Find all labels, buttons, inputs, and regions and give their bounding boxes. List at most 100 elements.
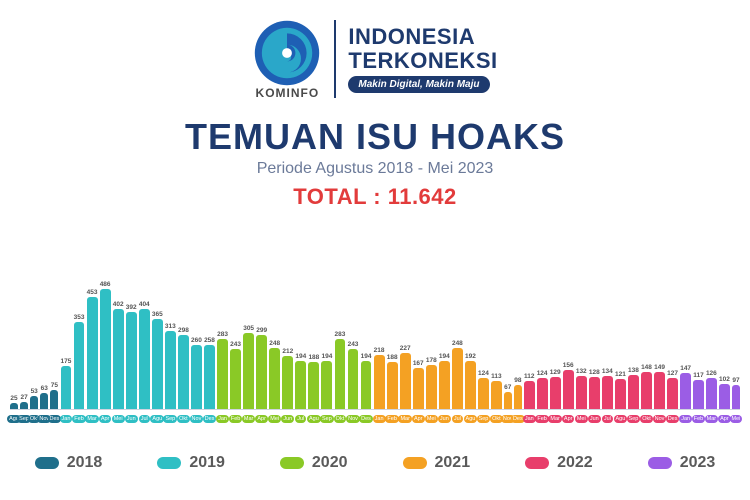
bar-month-label: Mar	[705, 415, 718, 423]
bar-wrap: 128Jun	[589, 240, 600, 409]
header-divider	[334, 20, 336, 98]
bar-month-label: Mei	[112, 415, 125, 423]
total-value: 11.642	[388, 184, 457, 209]
bar-wrap: 53Okt	[30, 240, 38, 409]
bar-value-label: 178	[426, 357, 437, 364]
header: KOMINFO INDONESIA TERKONEKSI Makin Digit…	[0, 0, 750, 106]
bar-wrap: 298Okt	[178, 240, 189, 409]
bar-wrap: 117Feb	[693, 240, 704, 409]
bar-month-label: Feb	[535, 415, 548, 423]
bar-value-label: 138	[628, 367, 639, 374]
bar	[321, 361, 332, 409]
bar	[30, 396, 38, 409]
legend-color-pill	[403, 457, 427, 469]
legend-label: 2018	[67, 454, 103, 472]
bar-value-label: 258	[204, 337, 215, 344]
bar-wrap: 126Mar	[706, 240, 717, 409]
bar	[361, 361, 372, 409]
bar-value-label: 63	[41, 385, 48, 392]
bar-month-label: Jul	[295, 415, 306, 423]
bar	[204, 345, 215, 409]
bar-month-label: Agu	[464, 415, 478, 423]
bar-month-label: Okt	[640, 415, 653, 423]
bar	[478, 378, 489, 409]
bar-wrap: 27Sep	[20, 240, 28, 409]
bar-wrap: 148Okt	[641, 240, 652, 409]
bar	[191, 345, 202, 409]
bar-value-label: 127	[667, 370, 678, 377]
bar-month-label: Sep	[163, 415, 177, 423]
total-line: TOTAL : 11.642	[0, 184, 750, 210]
bar-wrap: 188Feb	[387, 240, 398, 409]
bar-month-label: Mei	[425, 415, 438, 423]
bar-value-label: 243	[230, 341, 241, 348]
legend-item: 2021	[403, 454, 471, 472]
bar	[139, 309, 150, 409]
bar-month-label: Okt	[177, 415, 190, 423]
bar-value-label: 299	[256, 327, 267, 334]
bar-wrap: 404Jul	[139, 240, 150, 409]
bar-wrap: 365Agu	[152, 240, 163, 409]
bar	[217, 339, 228, 409]
bar-wrap: 194Des	[361, 240, 372, 409]
bar-value-label: 121	[615, 371, 626, 378]
bar-value-label: 392	[126, 304, 137, 311]
bar-value-label: 283	[335, 331, 346, 338]
bar-month-label: Feb	[229, 415, 242, 423]
bar-wrap: 124Feb	[537, 240, 548, 409]
bar-wrap: 192Agu	[465, 240, 476, 409]
bar	[282, 356, 293, 409]
bar	[335, 339, 346, 409]
tagline-line1: INDONESIA	[348, 25, 497, 48]
bar	[563, 370, 574, 409]
bar-value-label: 132	[576, 368, 587, 375]
bar	[74, 322, 85, 409]
bar-value-label: 129	[550, 369, 561, 376]
bar-wrap: 63Nov	[40, 240, 48, 409]
legend-color-pill	[157, 457, 181, 469]
bar-month-label: Jun	[588, 415, 601, 423]
bar-wrap: 132Mei	[576, 240, 587, 409]
bar-value-label: 124	[478, 370, 489, 377]
bar-wrap: 260Nov	[191, 240, 202, 409]
bar	[374, 355, 385, 409]
legend-color-pill	[280, 457, 304, 469]
bar	[524, 381, 535, 409]
bar-wrap: 156Apr	[563, 240, 574, 409]
title-block: TEMUAN ISU HOAKS Periode Agustus 2018 - …	[0, 116, 750, 210]
bar-month-label: Mar	[398, 415, 411, 423]
bar-month-label: Feb	[385, 415, 398, 423]
legend-item: 2022	[525, 454, 593, 472]
bar-month-label: Sep	[627, 415, 641, 423]
bar-value-label: 486	[100, 281, 111, 288]
tagline-line2: TERKONEKSI	[348, 49, 497, 72]
bar-wrap: 75Des	[50, 240, 58, 409]
bar-wrap: 194Sep	[321, 240, 332, 409]
bar-month-label: Jan	[216, 415, 229, 423]
bar-wrap: 248Mei	[269, 240, 280, 409]
bar-month-label: Jun	[125, 415, 138, 423]
bar-wrap: 112Jan	[524, 240, 535, 409]
bar-month-label: Apr	[255, 415, 268, 423]
bar-month-label: Mei	[575, 415, 588, 423]
bar	[602, 376, 613, 409]
bar-month-label: Apr	[718, 415, 731, 423]
bar-value-label: 188	[387, 354, 398, 361]
bar-value-label: 283	[217, 331, 228, 338]
bar-month-label: Jul	[602, 415, 613, 423]
bar	[439, 361, 450, 409]
bar-wrap: 283Okt	[335, 240, 346, 409]
bar-wrap: 218Jan	[374, 240, 385, 409]
bar-wrap: 486Apr	[100, 240, 111, 409]
kominfo-logo-icon	[252, 18, 322, 88]
bar-value-label: 148	[641, 364, 652, 371]
bar-value-label: 194	[361, 353, 372, 360]
bar-month-label: Apr	[412, 415, 425, 423]
bar	[10, 403, 18, 409]
bar-value-label: 365	[152, 311, 163, 318]
bar	[465, 361, 476, 409]
bar	[732, 385, 740, 409]
bar-value-label: 194	[321, 353, 332, 360]
bar	[243, 333, 254, 409]
bar-value-label: 149	[654, 364, 665, 371]
